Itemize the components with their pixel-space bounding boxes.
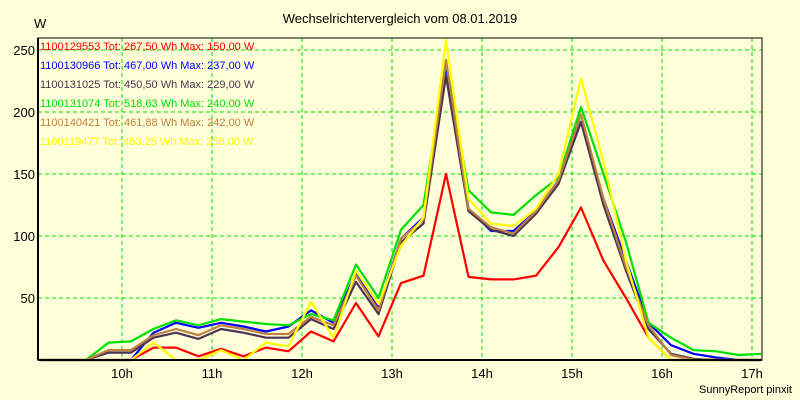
series-line-1100140421 (41, 58, 761, 362)
y-tick-label: 200 (13, 105, 35, 120)
y-tick-label: 150 (13, 167, 35, 182)
legend-entry-1100131074: 1100131074 Tot: 518,63 Wh Max: 240,00 W (40, 98, 255, 110)
x-tick-label: 11h (202, 366, 223, 381)
y-tick-label: 250 (13, 43, 35, 58)
x-tick-label: 10h (111, 366, 133, 381)
x-tick-label: 12h (291, 366, 313, 381)
x-tick-label: 17h (741, 366, 763, 381)
series-line-1100130966 (41, 64, 761, 362)
x-tick-label: 16h (651, 366, 673, 381)
x-tick-label: 13h (381, 366, 403, 381)
x-tick-label: 15h (561, 366, 583, 381)
y-tick-label: 100 (13, 229, 35, 244)
legend-entry-1100130966: 1100130966 Tot: 467,00 Wh Max: 237,00 W (40, 60, 255, 72)
legend-entry-1100129553: 1100129553 Tot: 267,50 Wh Max: 150,00 W (40, 41, 255, 53)
y-tick-label: 50 (21, 291, 35, 306)
axes: 50 100 150 200 250 10h 11h 12h 13h 14h 15h 16h 17h (13, 37, 763, 381)
credit-text: SunnyReport pinxit (699, 384, 792, 396)
chart-title: Wechselrichtervergleich vom 08.01.2019 (282, 11, 518, 26)
legend-entry-1100140421: 1100140421 Tot: 461,88 Wh Max: 242,00 W (40, 117, 255, 129)
x-tick-label: 14h (471, 366, 493, 381)
series-lines (41, 38, 762, 362)
legend-entry-1100119477: 1100119477 Tot: 453,25 Wh Max: 258,00 W (40, 136, 254, 148)
series-line-1100119477 (41, 38, 761, 362)
legend-entry-1100131025: 1100131025 Tot: 450,50 Wh Max: 229,00 W (40, 79, 255, 91)
series-line-1100131074 (41, 61, 762, 362)
legend: 1100129553 Tot: 267,50 Wh Max: 150,00 W 1… (40, 41, 255, 148)
y-axis-label: W (34, 16, 47, 31)
